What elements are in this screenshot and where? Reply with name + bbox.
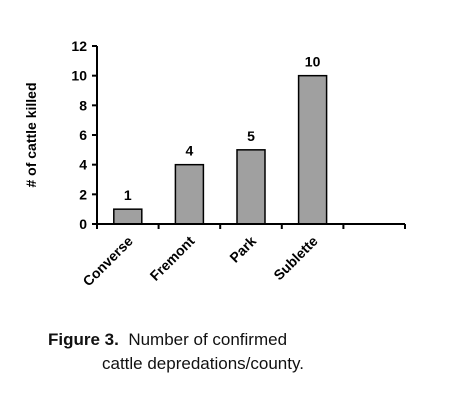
bar-fremont	[174, 163, 205, 225]
y-tick-label: 10	[71, 68, 87, 84]
y-axis-title: # of cattle killed	[23, 82, 39, 187]
data-label-converse: 1	[124, 187, 132, 203]
data-label-park: 5	[247, 128, 255, 144]
y-tick-label: 6	[79, 127, 87, 143]
data-label-fremont: 4	[186, 143, 194, 159]
x-category-label-sublette: Sublette	[270, 233, 321, 284]
data-label-sublette: 10	[305, 54, 321, 70]
y-tick-label: 0	[79, 216, 87, 232]
bars	[113, 74, 328, 225]
y-axis-ticks: 0 2 4 6 8 10 12	[71, 38, 97, 232]
x-category-label-converse: Converse	[79, 233, 136, 290]
caption-text-1: Number of confirmed	[128, 330, 288, 349]
y-tick-label: 8	[79, 97, 87, 113]
y-tick-label: 4	[79, 157, 87, 173]
caption-line-1: Figure 3. Number of confirmed	[48, 328, 287, 352]
x-axis-labels: Converse Fremont Park Sublette	[79, 233, 320, 290]
bar-park	[236, 149, 266, 225]
y-tick-label: 2	[79, 186, 87, 202]
x-category-label-park: Park	[226, 233, 259, 266]
figure-label: Figure 3.	[48, 330, 119, 349]
bar-converse	[113, 208, 143, 225]
caption-line-2: cattle depredations/county.	[102, 354, 304, 373]
y-tick-label: 12	[71, 38, 87, 54]
bar-sublette	[297, 74, 328, 225]
data-labels: 1 4 5 10	[124, 54, 321, 204]
x-category-label-fremont: Fremont	[147, 233, 198, 284]
